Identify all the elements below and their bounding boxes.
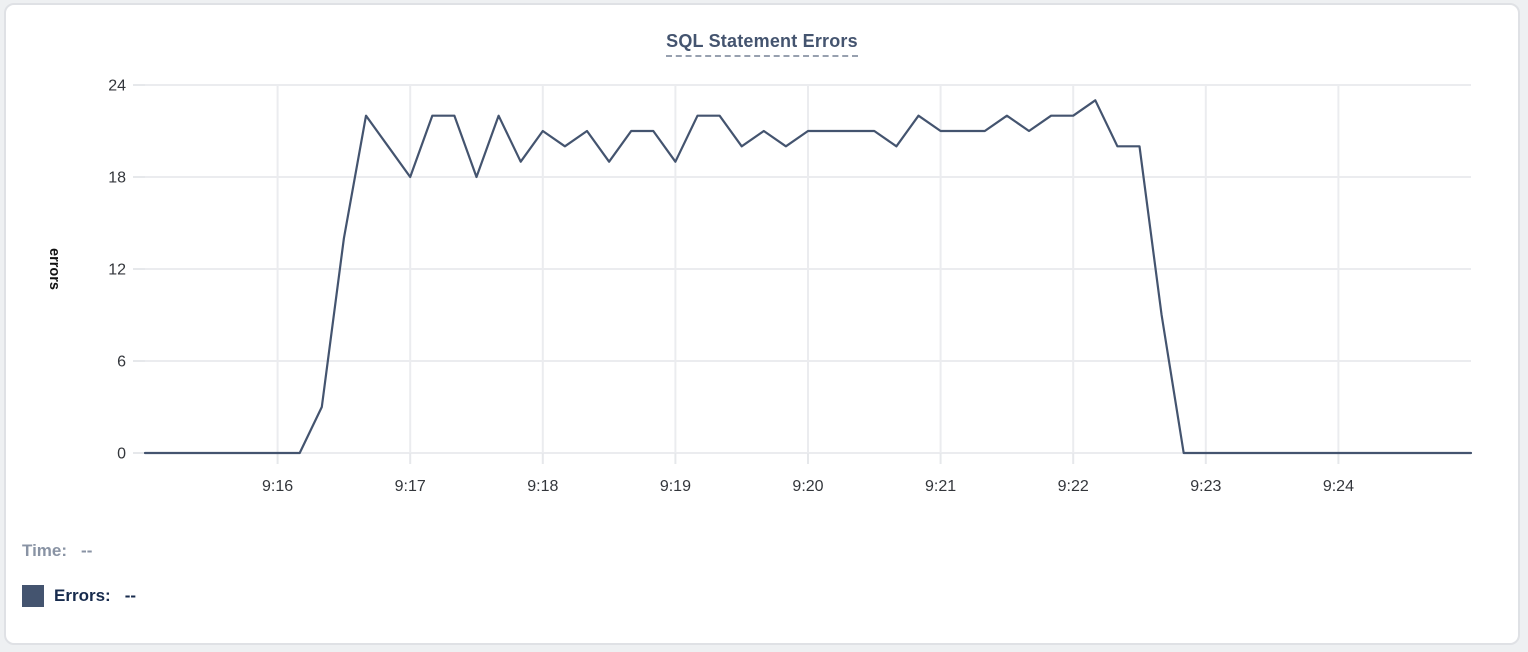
x-tick-label: 9:17 [395, 478, 426, 495]
tooltip-errors-label: Errors: [54, 586, 111, 605]
tooltip-errors-value: -- [124, 586, 137, 605]
x-tick-label: 9:20 [792, 478, 823, 495]
x-tick-label: 9:23 [1190, 478, 1221, 495]
chart-header: SQL Statement Errors [6, 31, 1518, 57]
tooltip-time-row: Time: -- [22, 541, 92, 561]
errors-series-line [143, 99, 1473, 455]
x-tick-label: 9:16 [262, 478, 293, 495]
x-tick-label: 9:22 [1058, 478, 1089, 495]
y-tick-label: 6 [117, 354, 126, 371]
x-tick-label: 9:19 [660, 478, 691, 495]
tooltip-time-label: Time: [22, 541, 68, 560]
y-tick-label: 18 [108, 170, 126, 187]
errors-series-swatch [22, 585, 44, 607]
x-tick-label: 9:18 [527, 478, 558, 495]
x-tick-label: 9:24 [1323, 478, 1354, 495]
chart-plot-area[interactable]: 0 6 12 18 24 9:16 9:17 9:18 9:19 9:20 9:21 9:22 9:23… [6, 5, 1518, 505]
y-tick-label: 0 [117, 446, 126, 463]
chart-card: SQL Statement Errors 0 6 12 18 24 9:16 9:17 9:1… [4, 3, 1520, 645]
chart-title[interactable]: SQL Statement Errors [666, 31, 858, 57]
x-tick-label: 9:21 [925, 478, 956, 495]
y-tick-label: 24 [108, 78, 126, 95]
legend-errors-row: Errors: -- [22, 585, 136, 607]
y-axis-title: errors [46, 248, 62, 290]
y-tick-label: 12 [108, 262, 126, 279]
tooltip-time-value: -- [81, 541, 93, 560]
